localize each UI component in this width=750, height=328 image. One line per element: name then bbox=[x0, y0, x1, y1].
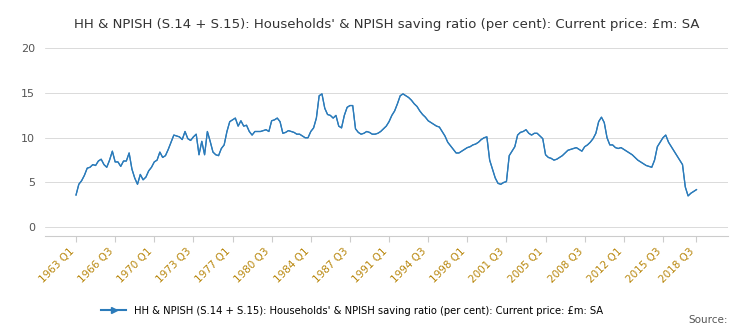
Text: Source:: Source: bbox=[688, 315, 728, 325]
Title: HH & NPISH (S.14 + S.15): Households' & NPISH saving ratio (per cent): Current p: HH & NPISH (S.14 + S.15): Households' & … bbox=[74, 18, 699, 31]
Legend: HH & NPISH (S.14 + S.15): Households' & NPISH saving ratio (per cent): Current p: HH & NPISH (S.14 + S.15): Households' & … bbox=[98, 302, 608, 320]
